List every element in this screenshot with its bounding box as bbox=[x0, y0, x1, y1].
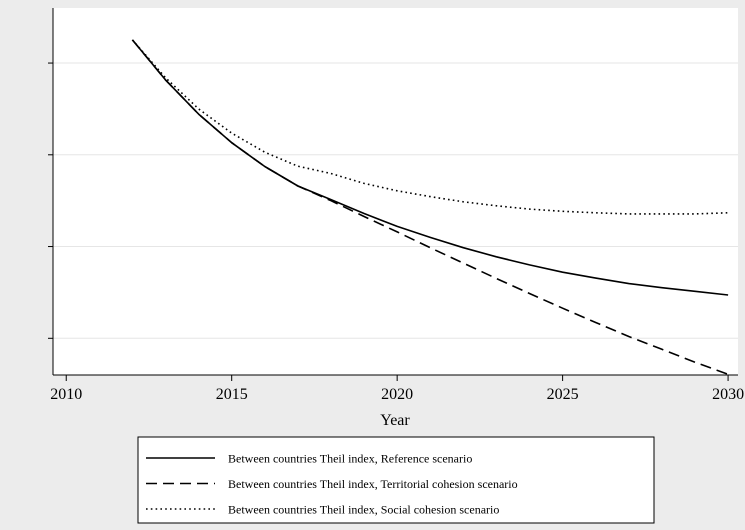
plot-area bbox=[53, 8, 738, 375]
legend-label: Between countries Theil index, Territori… bbox=[228, 477, 518, 491]
x-tick-label: 2015 bbox=[216, 386, 248, 403]
legend: Between countries Theil index, Reference… bbox=[137, 436, 655, 524]
axes bbox=[48, 8, 738, 376]
x-tick-label: 2025 bbox=[547, 386, 579, 403]
x-tick-label: 2010 bbox=[50, 386, 82, 403]
x-tick-label: 2020 bbox=[381, 386, 413, 403]
legend-items: Between countries Theil index, Reference… bbox=[146, 452, 518, 517]
legend-label: Between countries Theil index, Reference… bbox=[228, 452, 472, 466]
series-line-dashed bbox=[131, 39, 729, 376]
legend-box bbox=[137, 436, 655, 524]
gridlines bbox=[53, 62, 738, 339]
x-axis-ticks: 2010 2015 2020 2025 2030 bbox=[50, 375, 744, 403]
legend-label: Between countries Theil index, Social co… bbox=[228, 503, 499, 517]
x-axis-label: Year bbox=[380, 412, 410, 429]
series-line-dotted bbox=[131, 39, 729, 215]
series-lines bbox=[131, 39, 729, 376]
x-tick-label: 2030 bbox=[712, 386, 744, 403]
